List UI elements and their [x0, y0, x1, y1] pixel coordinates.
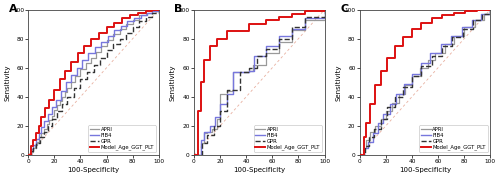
X-axis label: 100-Specificity: 100-Specificity [399, 167, 451, 173]
Y-axis label: Sensitivity: Sensitivity [4, 64, 10, 101]
Text: B: B [174, 4, 183, 14]
Legend: APRI, FIB4, GPR, Model_Age_GGT_PLT: APRI, FIB4, GPR, Model_Age_GGT_PLT [88, 125, 156, 152]
X-axis label: 100-Specificity: 100-Specificity [233, 167, 285, 173]
Text: A: A [8, 4, 18, 14]
X-axis label: 100-Specificity: 100-Specificity [68, 167, 120, 173]
Legend: APRI, FIB4, GPR, Model_Age_GGT_PLT: APRI, FIB4, GPR, Model_Age_GGT_PLT [420, 125, 488, 152]
Y-axis label: Sensitivity: Sensitivity [336, 64, 342, 101]
Legend: APRI, FIB4, GPR, Model_Age_GGT_PLT: APRI, FIB4, GPR, Model_Age_GGT_PLT [254, 125, 322, 152]
Y-axis label: Sensitivity: Sensitivity [170, 64, 176, 101]
Text: C: C [340, 4, 348, 14]
